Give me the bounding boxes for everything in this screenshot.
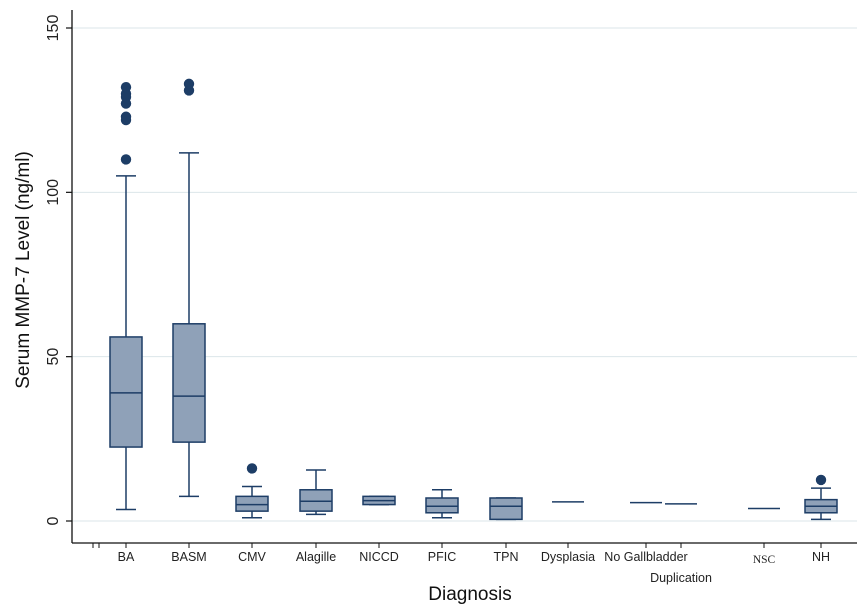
box (109, 336, 143, 448)
y-tick-label: 100 (45, 179, 62, 206)
outlier-point (183, 78, 195, 90)
box-group (172, 78, 206, 498)
outlier-point (120, 154, 132, 165)
x-tick-label: No Gallbladder (604, 550, 687, 564)
box-group (109, 81, 143, 511)
box-group (489, 497, 523, 521)
axes (71, 10, 857, 544)
box-group (235, 463, 269, 519)
x-tick-label: NSC (753, 554, 776, 566)
y-tick-label: 50 (45, 348, 62, 366)
x-tick-label: Dysplasia (541, 550, 595, 564)
x-tick-label: BA (118, 550, 135, 564)
x-tick-label: NH (812, 550, 830, 564)
x-tick-label: TPN (494, 550, 519, 564)
y-tick-label: 150 (45, 15, 62, 42)
x-tick-label-line2: Duplication (650, 571, 712, 585)
y-ticks: 0 50 100 150 (45, 15, 72, 525)
x-tick-label: PFIC (428, 550, 456, 564)
x-tick-labels: BA BASM CMV Alagille NICCD PFIC TPN Dysplasia No… (92, 543, 830, 585)
box (489, 497, 523, 521)
outlier-point (815, 474, 827, 486)
x-tick-label: Alagille (296, 550, 336, 564)
box-group (425, 489, 459, 519)
x-tick-label: CMV (238, 550, 266, 564)
box-group (804, 474, 838, 521)
outlier-point (120, 81, 132, 93)
x-tick-label: NICCD (359, 550, 399, 564)
x-tick-label: BASM (171, 550, 206, 564)
boxes (109, 78, 838, 521)
box-group (362, 495, 396, 506)
y-axis-title: Serum MMP-7 Level (ng/ml) (13, 151, 34, 389)
outlier-point (120, 111, 132, 122)
box (299, 489, 333, 512)
box (235, 495, 269, 512)
box-group (299, 469, 333, 516)
x-axis-title: Diagnosis (428, 584, 511, 605)
y-tick-label: 0 (45, 516, 62, 525)
box (425, 497, 459, 514)
box (172, 323, 206, 443)
outlier-point (246, 463, 258, 474)
